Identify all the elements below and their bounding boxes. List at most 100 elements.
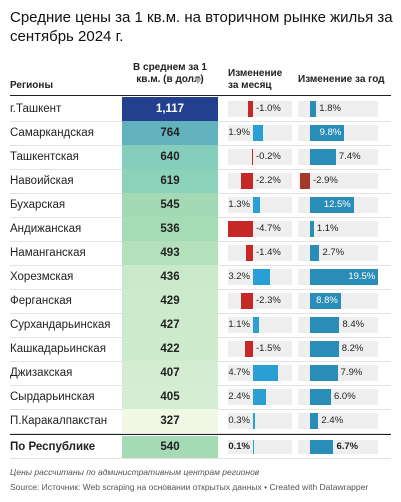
region-label: Ферганская [10, 295, 72, 307]
price-value: 327 [160, 415, 180, 427]
price-value: 536 [160, 223, 180, 235]
month-bar [245, 245, 253, 261]
source: Source: Источник: Web scraping на основа… [10, 482, 369, 492]
month-label: -2.3% [256, 295, 281, 306]
header-rule [10, 95, 391, 96]
year-bar [299, 173, 310, 189]
month-track [228, 149, 292, 165]
year-bar [310, 413, 319, 429]
year-label: 6.7% [336, 441, 359, 452]
price-cell [122, 436, 218, 458]
year-label: 8.4% [342, 319, 365, 330]
year-label: 1.8% [319, 103, 341, 114]
price-value: 540 [160, 441, 180, 453]
month-bar [240, 293, 253, 309]
price-cell [122, 409, 218, 433]
month-bar [253, 440, 254, 454]
month-bar [247, 101, 253, 117]
year-bar [310, 317, 340, 333]
region-label: Сурхандарьинская [10, 319, 111, 331]
year-bar [310, 293, 341, 309]
month-label: 1.1% [228, 319, 250, 330]
price-cell [122, 385, 218, 409]
month-bar [253, 269, 270, 285]
price-value: 640 [160, 151, 180, 163]
month-label: -1.0% [256, 103, 281, 114]
column-header: Регионы [10, 80, 53, 91]
region-label: Джизакская [10, 367, 73, 379]
year-label: 6.0% [334, 391, 356, 402]
year-bar [310, 269, 379, 285]
year-bar [310, 389, 331, 405]
price-cell [122, 121, 218, 145]
month-bar [253, 317, 259, 333]
price-cell [122, 97, 218, 121]
region-label: Сырдарьинская [10, 391, 95, 403]
price-value: 407 [160, 367, 180, 379]
month-label: -1.5% [256, 343, 281, 354]
year-track [298, 221, 378, 237]
month-bar [253, 413, 255, 429]
month-track [228, 197, 292, 213]
region-label: Самаркандская [10, 127, 94, 139]
year-label: -2.9% [313, 175, 338, 186]
month-label: 0.1% [228, 441, 250, 452]
region-label: Наманганская [10, 247, 86, 259]
region-label: Бухарская [10, 199, 66, 211]
month-label: 2.4% [228, 391, 250, 402]
price-value: 429 [160, 295, 180, 307]
month-track [228, 341, 292, 357]
month-track [228, 245, 292, 261]
month-bar [251, 149, 253, 165]
year-bar [310, 221, 314, 237]
year-bar [310, 125, 345, 141]
total-rule [10, 434, 391, 435]
price-value: 427 [160, 319, 180, 331]
year-label: 12.5% [323, 199, 351, 210]
price-cell [122, 313, 218, 337]
year-track [298, 101, 378, 117]
price-value: 764 [160, 127, 180, 139]
price-cell [122, 241, 218, 265]
year-track [298, 173, 378, 189]
year-bar [310, 197, 354, 213]
year-label: 1.1% [316, 223, 339, 234]
year-bar [310, 341, 339, 357]
month-label: 3.2% [228, 271, 250, 282]
region-label: Кашкадарьинская [10, 343, 106, 355]
month-bar [253, 197, 260, 213]
region-label: г.Ташкент [10, 103, 62, 115]
year-label: 7.9% [340, 367, 363, 378]
year-label: 2.4% [321, 415, 344, 426]
year-bar [310, 101, 317, 117]
price-value: 436 [160, 271, 180, 283]
year-bar [310, 245, 320, 261]
month-track [228, 101, 292, 117]
region-label: Ташкентская [10, 151, 79, 163]
year-bar [310, 149, 336, 165]
month-track [228, 440, 292, 454]
price-cell [122, 193, 218, 217]
month-bar [245, 341, 253, 357]
year-label: 8.2% [341, 343, 364, 354]
month-label: -4.7% [256, 223, 281, 234]
year-label: 2.7% [322, 247, 345, 258]
year-bar [310, 365, 338, 381]
price-cell [122, 217, 218, 241]
year-label: 9.8% [319, 127, 342, 138]
month-label: 1.3% [228, 199, 250, 210]
month-track [228, 317, 292, 333]
price-value: 1,117 [155, 103, 185, 115]
year-label: 8.8% [316, 295, 338, 306]
region-label: Навоийская [10, 175, 74, 187]
column-header: Изменение за год [298, 74, 385, 85]
price-cell [122, 145, 218, 169]
price-value: 422 [160, 343, 180, 355]
row-rule [10, 458, 391, 459]
year-bar [310, 440, 334, 454]
region-label: Хорезмская [10, 271, 74, 283]
price-value: 493 [160, 247, 180, 259]
price-value: 545 [160, 199, 180, 211]
footnote: Цены рассчитаны по административным цент… [10, 467, 260, 477]
